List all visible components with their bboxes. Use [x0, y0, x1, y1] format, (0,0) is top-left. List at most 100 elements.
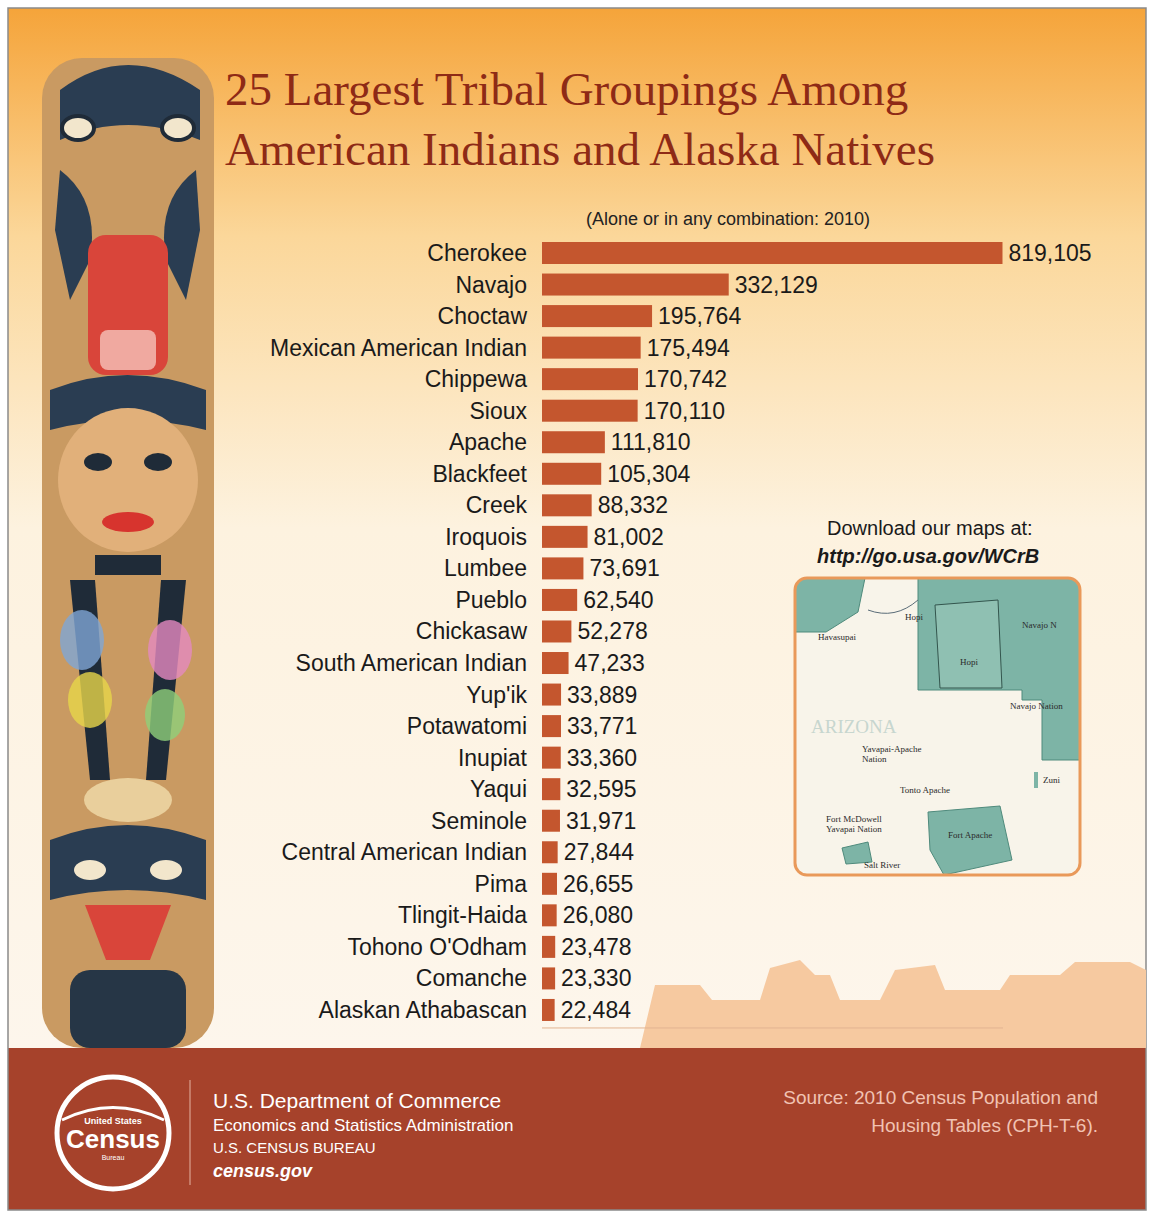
- map-label: Fort Apache: [948, 830, 992, 840]
- map-url: http://go.usa.gov/WCrB: [817, 545, 1039, 567]
- footer-text: Economics and Statistics Administration: [213, 1116, 513, 1135]
- data-label: 47,233: [575, 650, 645, 676]
- text-line: Yavapai-Apache: [862, 744, 922, 754]
- bar: [542, 904, 557, 926]
- text-line: Havasupai: [818, 632, 856, 642]
- text-line: Fort McDowell: [826, 814, 882, 824]
- text-line: 25 Largest Tribal Groupings Among: [225, 63, 908, 115]
- bar: [542, 684, 561, 706]
- bar: [542, 431, 605, 453]
- category-label: Central American Indian: [282, 839, 527, 865]
- category-label: Apache: [449, 429, 527, 455]
- desert-silhouette: [640, 960, 1146, 1048]
- bar: [542, 557, 583, 579]
- data-label: 31,971: [566, 808, 636, 834]
- logo-text: Census: [66, 1124, 160, 1154]
- bar: [542, 242, 1002, 264]
- category-label: Chippewa: [425, 366, 527, 392]
- data-label: 170,110: [644, 398, 725, 424]
- text-line: Fort Apache: [948, 830, 992, 840]
- map-label: Salt River: [864, 860, 900, 870]
- bar: [542, 873, 557, 895]
- data-label: 23,330: [561, 965, 631, 991]
- bar: [542, 620, 571, 642]
- frame: [8, 8, 1146, 1210]
- totem-knees: [84, 778, 172, 822]
- page-bg: [0, 0, 1154, 1219]
- bar: [542, 337, 641, 359]
- category-label: Sioux: [469, 398, 527, 424]
- footer-text: U.S. Department of Commerce: [213, 1089, 501, 1112]
- totem-wing: [55, 170, 92, 300]
- map-label: Zuni: [1043, 775, 1060, 785]
- totem-neck: [95, 555, 161, 575]
- bar: [542, 778, 560, 800]
- data-label: 195,764: [658, 303, 741, 329]
- totem-mouth: [102, 512, 154, 532]
- x-axis-line: [542, 1027, 1003, 1028]
- category-label: Mexican American Indian: [270, 335, 527, 361]
- bar: [542, 589, 577, 611]
- data-label: 111,810: [611, 429, 691, 455]
- census-logo: United StatesCensusBureau: [57, 1077, 169, 1189]
- map-region: [1052, 735, 1074, 757]
- data-label: 26,655: [563, 871, 633, 897]
- bar: [542, 494, 592, 516]
- text-line: Navajo Nation: [1010, 701, 1063, 711]
- text-line: Source: 2010 Census Population and: [783, 1087, 1098, 1108]
- logo-ring: [57, 1077, 169, 1189]
- text-line: Nation: [862, 754, 887, 764]
- totem-pole: [42, 58, 214, 1048]
- category-label: Yaqui: [470, 776, 527, 802]
- map-label: Fort McDowellYavapai Nation: [826, 814, 882, 834]
- map-label: Navajo N: [1022, 620, 1057, 630]
- data-label: 819,105: [1008, 240, 1091, 266]
- chart-title: 25 Largest Tribal Groupings AmongAmerica…: [225, 63, 935, 175]
- bar: [542, 305, 652, 327]
- map-label: Havasupai: [818, 632, 856, 642]
- category-label: Navajo: [455, 272, 527, 298]
- bar: [542, 936, 555, 958]
- bar: [542, 463, 601, 485]
- category-label: Pueblo: [455, 587, 527, 613]
- map-bg: [795, 578, 1080, 875]
- footer-text: census.gov: [213, 1161, 313, 1181]
- category-label: Tlingit-Haida: [398, 902, 527, 928]
- data-label: 26,080: [563, 902, 633, 928]
- bar: [542, 715, 561, 737]
- category-label: Alaskan Athabascan: [319, 997, 527, 1023]
- totem-beak-tip: [100, 330, 156, 370]
- chart-subtitle: (Alone or in any combination: 2010): [586, 209, 870, 229]
- category-label: Pima: [475, 871, 528, 897]
- page: 25 Largest Tribal Groupings AmongAmerica…: [0, 0, 1154, 1219]
- totem-beak: [88, 235, 168, 375]
- totem-hand: [148, 620, 192, 680]
- category-label: Seminole: [431, 808, 527, 834]
- data-label: 27,844: [564, 839, 635, 865]
- totem-eye: [84, 453, 112, 471]
- category-label: Tohono O'Odham: [347, 934, 527, 960]
- category-label: Comanche: [416, 965, 527, 991]
- map-label: Navajo Nation: [1010, 701, 1063, 711]
- source-note: Source: 2010 Census Population and Housin…: [783, 1087, 1098, 1136]
- text-line: Hopi: [960, 657, 978, 667]
- category-label: Inupiat: [458, 745, 528, 771]
- bar: [542, 526, 588, 548]
- category-label: Creek: [466, 492, 528, 518]
- totem-hand: [68, 672, 112, 728]
- data-label: 170,742: [644, 366, 727, 392]
- text-line: Salt River: [864, 860, 900, 870]
- text-line: Housing Tables (CPH-T-6).: [871, 1115, 1098, 1136]
- category-label: Lumbee: [444, 555, 527, 581]
- bar: [542, 400, 638, 422]
- map-region: [795, 578, 865, 632]
- map-label: ARIZONA: [811, 716, 897, 737]
- map-note: Download our maps at:: [827, 517, 1033, 539]
- totem-hand: [60, 610, 104, 670]
- data-label: 88,332: [598, 492, 668, 518]
- category-label: Chickasaw: [416, 618, 528, 644]
- bar: [542, 652, 569, 674]
- data-label: 62,540: [583, 587, 653, 613]
- data-label: 33,771: [567, 713, 637, 739]
- footer-divider: [190, 1080, 191, 1185]
